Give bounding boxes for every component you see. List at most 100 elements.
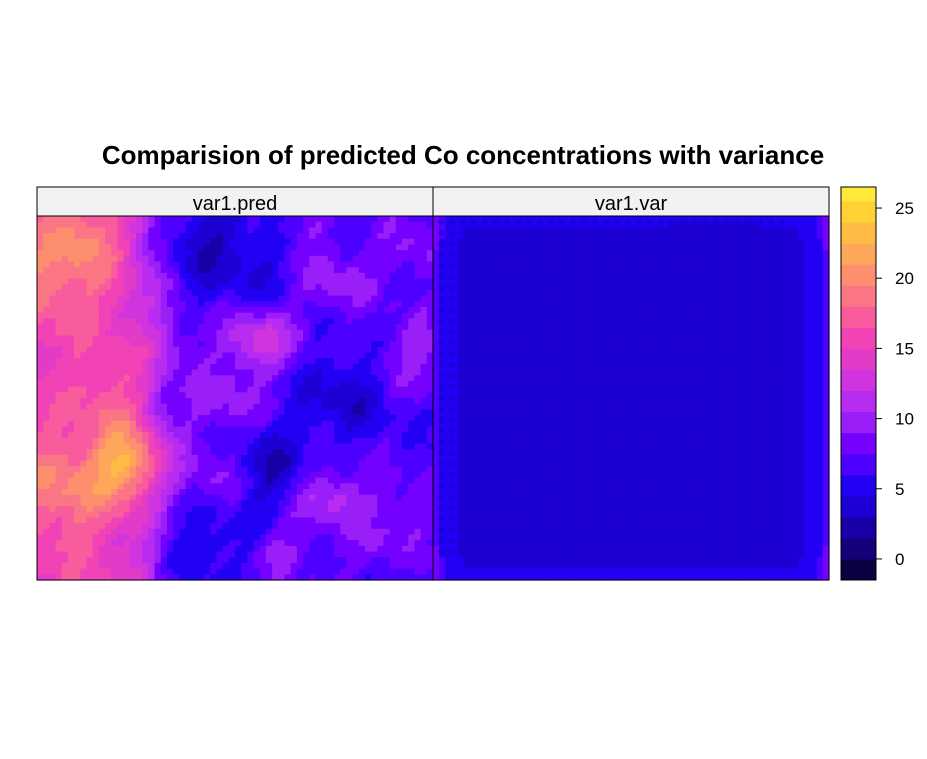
pred-cell bbox=[61, 369, 69, 376]
var-cell bbox=[433, 380, 440, 388]
var-cell bbox=[488, 346, 496, 354]
var-cell bbox=[507, 261, 515, 268]
var-cell bbox=[463, 278, 471, 285]
var-cell bbox=[482, 511, 490, 519]
pred-cell bbox=[197, 494, 205, 501]
pred-cell bbox=[160, 233, 168, 240]
pred-cell bbox=[402, 528, 409, 536]
pred-cell bbox=[154, 494, 162, 501]
pred-cell bbox=[55, 369, 63, 376]
pred-cell bbox=[371, 267, 378, 274]
pred-cell bbox=[136, 460, 143, 467]
pred-cell bbox=[37, 460, 44, 467]
pred-cell bbox=[98, 437, 106, 445]
pred-cell bbox=[241, 528, 248, 536]
pred-cell bbox=[296, 523, 304, 530]
pred-cell bbox=[327, 267, 335, 274]
pred-cell bbox=[185, 500, 193, 507]
var-cell bbox=[457, 278, 465, 285]
pred-cell bbox=[49, 494, 57, 501]
pred-cell bbox=[111, 272, 119, 280]
pred-cell bbox=[241, 568, 248, 575]
var-cell bbox=[433, 221, 440, 228]
pred-cell bbox=[389, 233, 397, 240]
pred-cell bbox=[383, 244, 391, 251]
pred-cell bbox=[309, 494, 317, 501]
pred-cell bbox=[371, 255, 378, 263]
pred-cell bbox=[340, 244, 347, 251]
pred-cell bbox=[290, 307, 298, 314]
pred-cell bbox=[142, 318, 149, 325]
pred-cell bbox=[86, 238, 94, 246]
pred-cell bbox=[426, 528, 434, 536]
pred-cell bbox=[148, 426, 156, 433]
pred-cell bbox=[278, 483, 286, 490]
pred-cell bbox=[173, 517, 180, 524]
pred-cell bbox=[80, 221, 88, 228]
pred-cell bbox=[136, 477, 143, 484]
var-cell bbox=[463, 460, 471, 467]
pred-cell bbox=[315, 329, 323, 337]
pred-cell bbox=[377, 437, 385, 445]
var-cell bbox=[470, 574, 477, 581]
pred-cell bbox=[420, 511, 428, 519]
pred-cell bbox=[49, 454, 57, 462]
pred-cell bbox=[296, 272, 304, 280]
var-cell bbox=[476, 386, 484, 393]
pred-cell bbox=[117, 494, 125, 501]
pred-cell bbox=[346, 335, 354, 342]
pred-cell bbox=[383, 557, 391, 564]
pred-cell bbox=[265, 329, 273, 337]
var-cell bbox=[488, 352, 496, 359]
pred-cell bbox=[210, 471, 218, 479]
pred-cell bbox=[284, 545, 292, 553]
pred-cell bbox=[117, 369, 125, 376]
var-cell bbox=[507, 466, 515, 473]
pred-cell bbox=[191, 483, 199, 490]
pred-cell bbox=[204, 443, 211, 450]
pred-cell bbox=[346, 221, 354, 228]
pred-cell bbox=[315, 545, 323, 553]
pred-cell bbox=[309, 386, 317, 393]
pred-cell bbox=[290, 363, 298, 371]
var-cell bbox=[445, 517, 453, 524]
pred-cell bbox=[346, 494, 354, 501]
pred-cell bbox=[191, 528, 199, 536]
pred-cell bbox=[105, 324, 112, 331]
pred-cell bbox=[74, 415, 81, 422]
pred-cell bbox=[55, 238, 63, 246]
pred-cell bbox=[43, 398, 50, 405]
pred-cell bbox=[408, 318, 416, 325]
var-cell bbox=[507, 369, 515, 376]
pred-cell bbox=[216, 250, 224, 257]
pred-cell bbox=[210, 494, 218, 501]
pred-cell bbox=[284, 341, 292, 348]
pred-cell bbox=[253, 295, 261, 302]
pred-cell bbox=[197, 415, 205, 422]
pred-cell bbox=[265, 392, 273, 399]
pred-cell bbox=[395, 358, 403, 365]
pred-cell bbox=[210, 255, 218, 263]
pred-cell bbox=[228, 261, 236, 268]
pred-cell bbox=[290, 415, 298, 422]
pred-cell bbox=[210, 511, 218, 519]
pred-cell bbox=[179, 415, 187, 422]
pred-cell bbox=[111, 318, 119, 325]
pred-cell bbox=[179, 506, 187, 513]
pred-cell bbox=[148, 261, 156, 268]
pred-cell bbox=[179, 523, 187, 530]
pred-cell bbox=[111, 284, 119, 291]
pred-cell bbox=[303, 238, 310, 246]
pred-cell bbox=[98, 261, 106, 268]
pred-cell bbox=[166, 409, 174, 416]
pred-cell bbox=[86, 523, 94, 530]
pred-cell bbox=[37, 568, 44, 575]
pred-cell bbox=[334, 392, 341, 399]
pred-cell bbox=[129, 272, 137, 280]
pred-cell bbox=[402, 449, 409, 456]
pred-cell bbox=[303, 346, 310, 354]
pred-cell bbox=[321, 261, 329, 268]
pred-cell bbox=[197, 420, 205, 428]
pred-cell bbox=[414, 312, 422, 319]
pred-cell bbox=[334, 329, 341, 337]
